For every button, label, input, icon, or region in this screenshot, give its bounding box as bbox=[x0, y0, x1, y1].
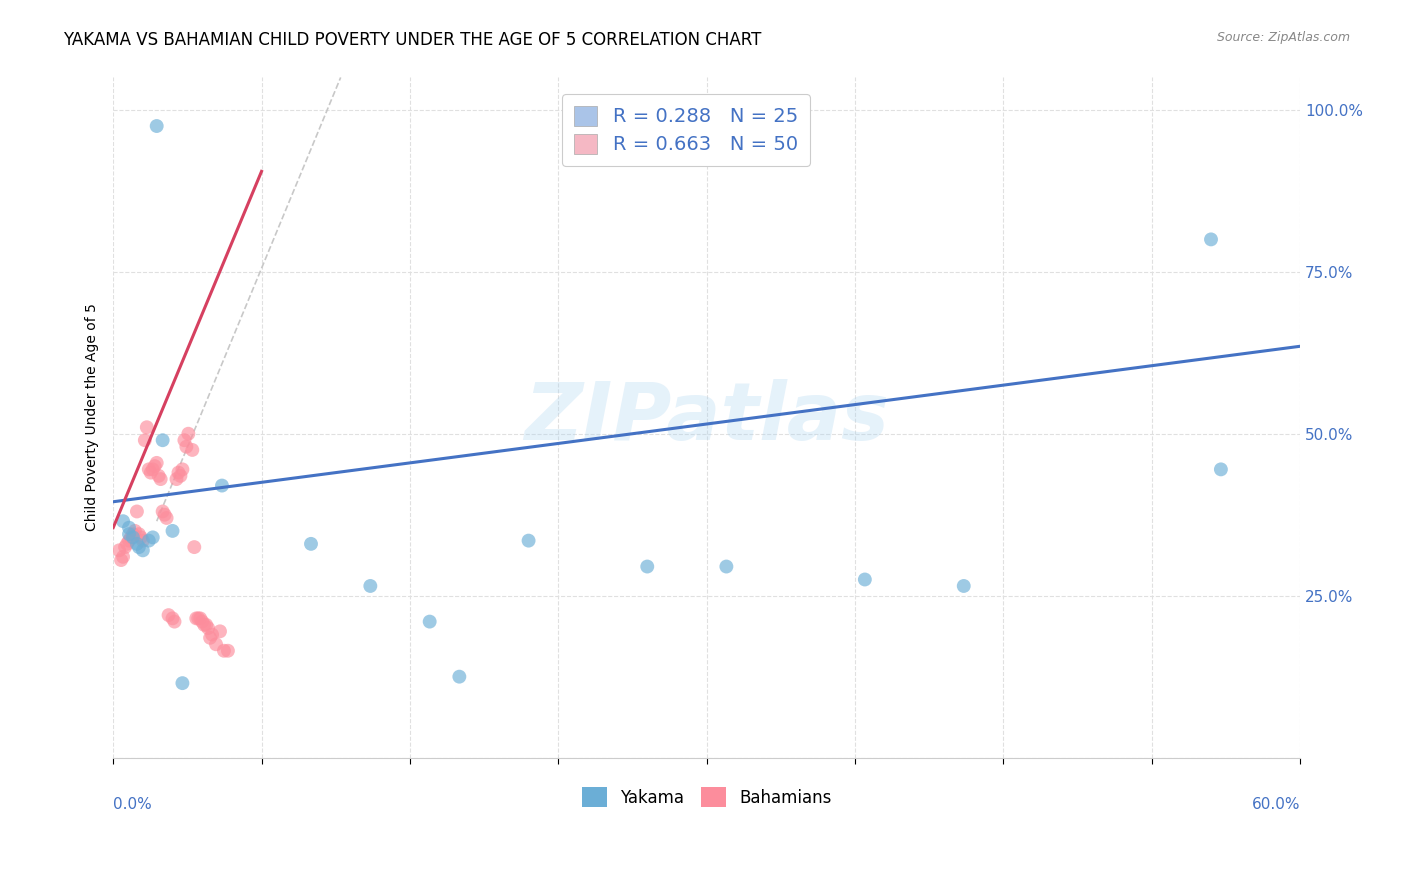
Point bbox=[177, 426, 200, 441]
Point bbox=[125, 537, 148, 551]
Text: Source: ZipAtlas.com: Source: ZipAtlas.com bbox=[1216, 31, 1350, 45]
Point bbox=[114, 540, 136, 554]
Point bbox=[1199, 232, 1222, 246]
Text: YAKAMA VS BAHAMIAN CHILD POVERTY UNDER THE AGE OF 5 CORRELATION CHART: YAKAMA VS BAHAMIAN CHILD POVERTY UNDER T… bbox=[63, 31, 762, 49]
Point bbox=[143, 459, 166, 474]
Point bbox=[118, 533, 141, 548]
Text: 60.0%: 60.0% bbox=[1251, 797, 1301, 812]
Point bbox=[359, 579, 381, 593]
Point bbox=[167, 466, 190, 480]
Point bbox=[112, 549, 135, 564]
Point bbox=[716, 559, 738, 574]
Point bbox=[191, 615, 214, 629]
Point bbox=[135, 420, 157, 434]
Point bbox=[142, 462, 165, 476]
Point bbox=[176, 440, 198, 454]
Point bbox=[181, 442, 204, 457]
Point bbox=[853, 573, 876, 587]
Point bbox=[138, 462, 160, 476]
Point bbox=[132, 533, 155, 548]
Point bbox=[198, 631, 221, 645]
Point bbox=[155, 511, 177, 525]
Point bbox=[187, 611, 209, 625]
Point bbox=[188, 611, 211, 625]
Point bbox=[108, 543, 131, 558]
Y-axis label: Child Poverty Under the Age of 5: Child Poverty Under the Age of 5 bbox=[86, 303, 100, 532]
Point bbox=[128, 540, 150, 554]
Point bbox=[125, 504, 148, 518]
Point bbox=[128, 527, 150, 541]
Point bbox=[145, 456, 167, 470]
Text: ZIPatlas: ZIPatlas bbox=[524, 378, 889, 457]
Point bbox=[166, 472, 188, 486]
Point bbox=[142, 530, 165, 544]
Point bbox=[124, 524, 146, 538]
Point bbox=[122, 530, 145, 544]
Point bbox=[152, 434, 174, 448]
Point bbox=[120, 530, 142, 544]
Point bbox=[636, 559, 658, 574]
Point bbox=[132, 543, 155, 558]
Point bbox=[183, 540, 205, 554]
Point bbox=[208, 624, 231, 639]
Point bbox=[211, 478, 233, 492]
Point bbox=[952, 579, 974, 593]
Point bbox=[152, 504, 174, 518]
Point bbox=[172, 462, 194, 476]
Legend: Yakama, Bahamians: Yakama, Bahamians bbox=[575, 780, 838, 814]
Point bbox=[153, 508, 176, 522]
Point bbox=[110, 553, 132, 567]
Point bbox=[212, 644, 235, 658]
Point bbox=[122, 527, 145, 541]
Point bbox=[193, 617, 215, 632]
Point bbox=[169, 468, 191, 483]
Point bbox=[138, 533, 160, 548]
Point bbox=[172, 676, 194, 690]
Point bbox=[118, 521, 141, 535]
Point bbox=[299, 537, 322, 551]
Point bbox=[134, 434, 156, 448]
Text: 0.0%: 0.0% bbox=[114, 797, 152, 812]
Point bbox=[139, 466, 162, 480]
Point bbox=[115, 537, 138, 551]
Point bbox=[118, 527, 141, 541]
Point bbox=[419, 615, 441, 629]
Point bbox=[162, 611, 184, 625]
Point bbox=[129, 530, 152, 544]
Point bbox=[145, 119, 167, 133]
Point bbox=[197, 621, 219, 635]
Point bbox=[201, 627, 224, 641]
Point bbox=[1209, 462, 1232, 476]
Point bbox=[186, 611, 208, 625]
Point bbox=[162, 524, 184, 538]
Point bbox=[157, 608, 180, 623]
Point bbox=[173, 434, 195, 448]
Point bbox=[449, 670, 471, 684]
Point bbox=[195, 617, 218, 632]
Point bbox=[112, 514, 135, 528]
Point bbox=[149, 472, 172, 486]
Point bbox=[163, 615, 186, 629]
Point bbox=[517, 533, 540, 548]
Point bbox=[205, 637, 228, 651]
Point bbox=[148, 468, 170, 483]
Point bbox=[217, 644, 239, 658]
